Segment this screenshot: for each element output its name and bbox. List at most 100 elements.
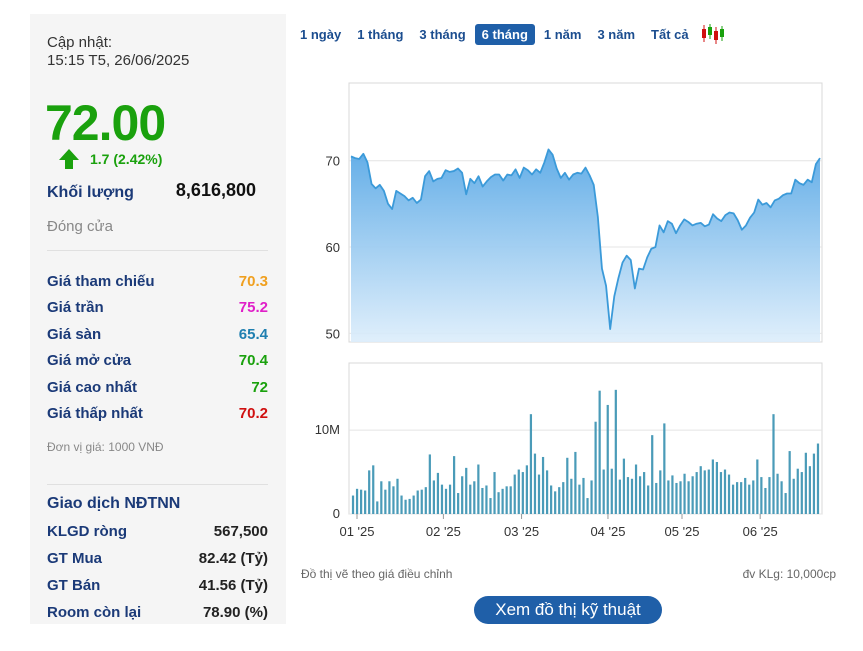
volume-bar	[566, 457, 569, 514]
tab-1-year[interactable]: 1 năm	[543, 26, 582, 42]
candlestick-icon[interactable]	[700, 23, 728, 45]
volume-bar	[626, 477, 630, 514]
volume-bar	[432, 480, 435, 514]
x-axis: 01 '25 02 '25 03 '25 04 '25 05 '25 06 '25	[339, 514, 778, 539]
update-time: Cập nhật: 15:15 T5, 26/06/2025	[47, 34, 189, 70]
volume-bar	[517, 469, 520, 514]
volume-bar	[691, 476, 694, 514]
volume-bar	[816, 443, 820, 514]
volume-bar	[719, 472, 723, 514]
volume-value: 8,616,800	[175, 180, 256, 200]
volume-bar	[529, 414, 533, 514]
volume-bar	[707, 469, 710, 514]
volume-bar	[602, 469, 605, 514]
technical-chart-button[interactable]: Xem đồ thị kỹ thuật	[474, 596, 662, 624]
volume-bar	[505, 486, 508, 514]
update-timestamp: 15:15 T5, 26/06/2025	[47, 52, 190, 69]
volume-bar	[667, 480, 670, 514]
volume-bar	[606, 404, 609, 514]
price-detail-value: 70.3	[238, 272, 268, 290]
volume-bar	[513, 474, 516, 514]
volume-bar	[392, 486, 395, 514]
tab-all[interactable]: Tất cả	[651, 26, 689, 42]
volume-bar	[376, 501, 379, 514]
volume-bar	[695, 472, 698, 514]
volume-bar	[428, 454, 431, 514]
volume-panel: 0 10M	[315, 362, 823, 521]
volume-bar	[679, 481, 682, 514]
price-area	[351, 149, 820, 342]
volume-bar	[683, 473, 686, 514]
volume-bar	[396, 478, 399, 514]
volume-bar	[800, 472, 803, 514]
current-price: 72.00	[45, 95, 166, 151]
volume-bar	[736, 482, 739, 514]
volume-bar	[659, 470, 662, 514]
volume-bar	[416, 490, 419, 514]
price-detail-row: Giá thấp nhất 70.2	[47, 402, 268, 424]
volume-bar	[598, 390, 601, 514]
price-line	[350, 148, 821, 330]
volume-bar	[372, 465, 375, 514]
tab-3-months[interactable]: 3 tháng	[419, 26, 466, 42]
volume-bar	[420, 489, 423, 514]
volume-bar	[651, 435, 654, 514]
volume-bar	[772, 414, 775, 514]
volume-bar	[525, 465, 528, 514]
tab-1-month[interactable]: 1 tháng	[357, 26, 404, 42]
volume-bar	[554, 491, 557, 514]
volume-bar	[461, 476, 464, 514]
volume-bar	[469, 484, 472, 514]
volume-bar	[610, 468, 613, 514]
volume-unit-note: đv KLg: 10,000cp	[742, 567, 836, 581]
volume-bar	[594, 421, 597, 514]
price-volume-chart: 50 60 70 0 10M 01 '25 02 '25 03 '25 04 '25 05 '…	[315, 82, 823, 539]
price-change: 1.7 (2.42%)	[58, 148, 162, 170]
update-label: Cập nhật:	[47, 34, 113, 51]
quote-info-panel: Cập nhật: 15:15 T5, 26/06/2025 72.00 1.7…	[30, 14, 286, 624]
volume-plot-frame	[348, 362, 823, 515]
foreign-trading-row: GT Mua 82.42 (Tỷ)	[47, 547, 268, 569]
price-detail-row: Giá sàn 65.4	[47, 323, 268, 345]
price-detail-value: 70.2	[238, 404, 268, 422]
volume-bar	[630, 478, 634, 514]
divider	[47, 250, 268, 251]
tab-1-day[interactable]: 1 ngày	[300, 26, 342, 42]
price-detail-row: Giá mở cửa 70.4	[47, 349, 268, 371]
price-detail-value: 70.4	[238, 351, 268, 369]
tab-3-years[interactable]: 3 năm	[597, 26, 636, 42]
volume-bar	[351, 495, 355, 514]
foreign-trading-value: 78.90 (%)	[202, 603, 268, 621]
volume-bar	[723, 469, 727, 514]
volume-bar	[364, 490, 367, 514]
volume-bar	[687, 481, 690, 514]
volume-bar	[804, 452, 807, 514]
foreign-trading-title: Giao dịch NĐTNN	[47, 495, 181, 512]
tab-6-months[interactable]: 6 tháng	[474, 23, 535, 45]
volume-bar	[675, 482, 678, 514]
volume-bar	[521, 472, 524, 514]
volume-bar	[727, 474, 731, 514]
x-tick-label: 01 '25	[339, 524, 374, 539]
volume-bar	[748, 484, 751, 514]
volume-bar	[360, 489, 363, 514]
price-detail-value: 75.2	[238, 298, 268, 316]
volume-bar	[545, 470, 549, 514]
volume-bar	[558, 487, 561, 514]
volume-bar	[436, 472, 440, 514]
volume-bar	[550, 485, 553, 514]
volume-bar	[760, 477, 763, 514]
volume-bar	[448, 484, 452, 514]
volume-bar	[699, 466, 702, 514]
volume-bar	[570, 478, 573, 514]
volume-bar	[788, 451, 791, 514]
volume-bar	[808, 466, 811, 514]
volume-bar	[477, 464, 480, 514]
volume-bar	[578, 484, 581, 514]
volume-bar	[638, 476, 642, 514]
foreign-trading-label: KLGD ròng	[47, 522, 127, 540]
volume-bar	[764, 487, 767, 514]
volume-bar	[744, 477, 747, 514]
volume-tick-label: 10M	[315, 422, 340, 437]
